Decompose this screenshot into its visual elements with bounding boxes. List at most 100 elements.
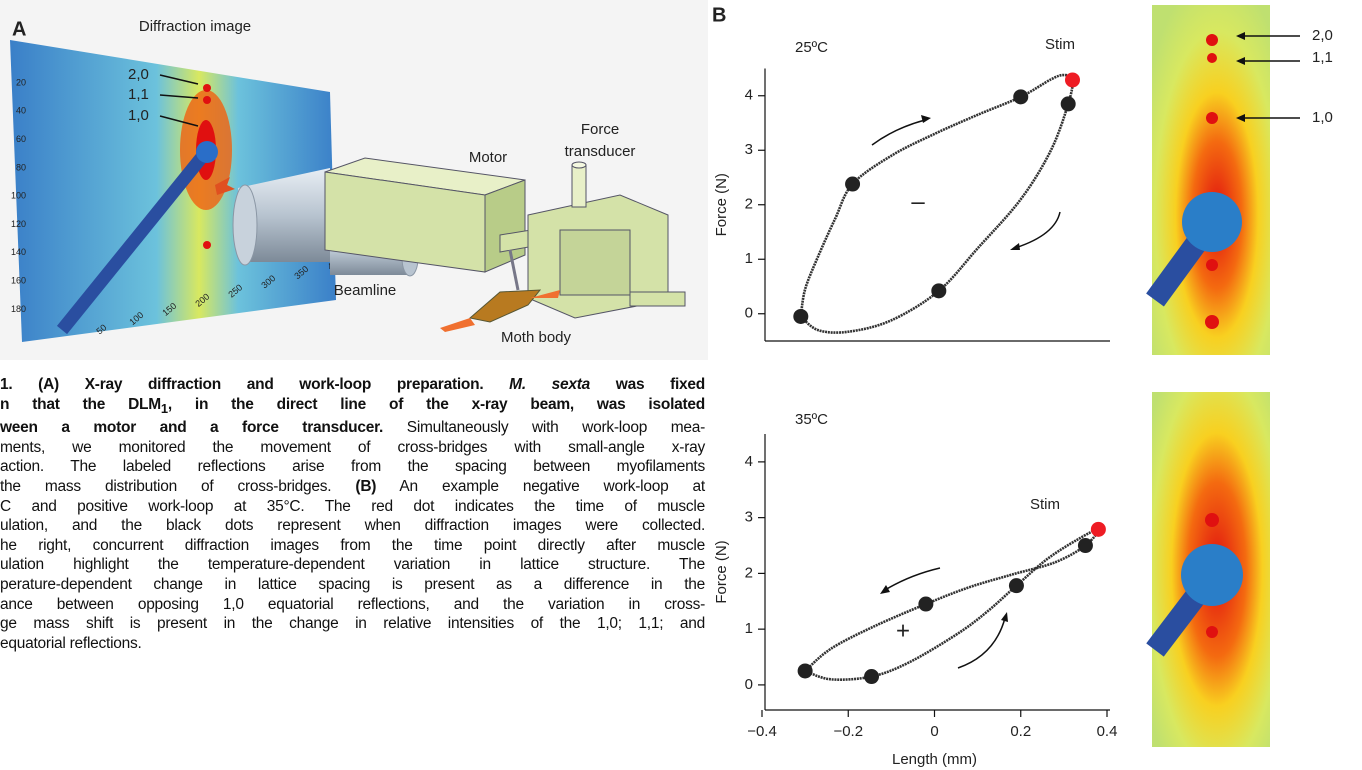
y-tick-label: 3: [745, 509, 753, 526]
x-axis-label: Length (mm): [892, 751, 977, 768]
part-label: transducer: [565, 143, 636, 160]
image-tick-label: 140: [11, 247, 26, 257]
caption-text: the mass distribution of cross-bridges.: [0, 478, 356, 496]
sample-point: [1060, 96, 1076, 112]
annotation: Stim: [1045, 36, 1075, 53]
chart-title: 35ºC: [795, 411, 828, 428]
beam-stop: [196, 141, 218, 163]
transducer-plate: [559, 229, 631, 296]
diffraction-image: [1152, 5, 1270, 355]
caption-text: he right, concurrent diffraction images …: [0, 536, 705, 554]
caption-text: perature-dependent change in lattice spa…: [0, 576, 705, 594]
sample-point: [793, 308, 809, 324]
caption-text: action. The labeled reflections arise fr…: [0, 458, 705, 476]
caption-text: ments, we monitored the movement of cros…: [0, 438, 705, 456]
direction-arrow: [884, 567, 1006, 669]
sample-point: [1077, 538, 1093, 554]
reflection-label: 2,0: [1312, 27, 1333, 44]
x-tick-label: −0.4: [747, 723, 777, 740]
image-tick-label: 100: [11, 191, 26, 201]
image-tick-label: 180: [11, 304, 26, 314]
y-axis-label: Force (N): [713, 173, 730, 236]
transducer: [571, 164, 587, 208]
chart-title: 25ºC: [795, 39, 828, 56]
caption-text: ulation highlight the temperature-depend…: [0, 556, 705, 574]
caption-text: An example negative work-loop at: [376, 478, 705, 496]
panel-label: A: [12, 18, 26, 40]
caption-text: 1: [160, 400, 168, 416]
x-tick-label: 0.4: [1097, 723, 1118, 740]
charts: 0 1 2 3 4 Force (N) 0 1 2 3 4 −0.4 −0.2 0 0.2 0.4 Force …: [713, 68, 1118, 768]
reflection-labels: 2,0 1,1 1,0: [128, 66, 199, 127]
y-tick-label: 4: [745, 87, 753, 104]
caption-text: , in the direct line of the x-ray beam, …: [167, 395, 706, 413]
y-tick-label: 2: [745, 196, 753, 213]
caption-line: 1. (A) X-ray diffraction and work-loop p…: [0, 375, 705, 395]
reflections: [1205, 34, 1219, 329]
caption-text: Simultaneously with work-loop mea-: [383, 419, 706, 437]
row-ticks: 20 40 60 80 100 120 140 160 180: [11, 77, 26, 313]
cylinder-end: [232, 184, 258, 266]
moth-arrow: [440, 290, 560, 332]
reflection-label: 1,0: [1312, 109, 1333, 126]
annotation: Stim: [1030, 496, 1060, 513]
arrow-icon: [215, 177, 235, 195]
arrow: [159, 74, 199, 127]
x-tick-label: 0.2: [1010, 723, 1031, 740]
reflection: [203, 241, 211, 249]
image-title: Diffraction image: [139, 18, 251, 35]
y-axis-label: Force (N): [713, 540, 730, 603]
reflections: [1205, 513, 1219, 638]
caption-line: equatorial reflections.: [0, 634, 705, 654]
reflection: [203, 96, 211, 104]
caption-line: he right, concurrent diffraction images …: [0, 536, 705, 556]
work-loop: [804, 528, 1100, 681]
part-label: Force: [581, 121, 619, 138]
caption-line: ulation, and the black dots represent wh…: [0, 516, 705, 536]
sample-point: [1008, 578, 1024, 594]
direction-arrow-head: [921, 115, 1020, 250]
caption-text: ween a motor and a force transducer.: [0, 419, 384, 437]
image-tick-label: 20: [16, 77, 26, 87]
sample-point: [931, 283, 947, 299]
x-tick-label: 0: [930, 723, 938, 740]
image-tick-label: 50: [94, 322, 108, 336]
annotation: +: [896, 617, 910, 644]
caption-text: ge mass shift is present in the change i…: [0, 615, 705, 633]
cylinder: [238, 168, 330, 262]
reflection-label: 1,1: [128, 86, 149, 103]
caption: 1. (A) X-ray diffraction and work-loop p…: [0, 375, 705, 653]
image-tick-label: 160: [11, 275, 26, 285]
caption-line: the mass distribution of cross-bridges. …: [0, 477, 705, 497]
image-tick-label: 60: [16, 134, 26, 144]
reflection-label: 1,1: [1312, 49, 1333, 66]
beam-stop: [1181, 544, 1243, 606]
beam-stop: [56, 147, 212, 335]
caption-text: was fixed: [590, 376, 706, 393]
part-label: Motor: [469, 149, 507, 166]
image-tick-label: 120: [11, 219, 26, 229]
reflection-label: 1,0: [128, 107, 149, 124]
caption-text: (B): [355, 478, 377, 496]
panel-label: B: [712, 4, 726, 26]
transducer: [571, 161, 587, 169]
sample-point: [1013, 89, 1029, 105]
caption-text: equatorial reflections.: [0, 634, 142, 652]
caption-line: n that the DLM1, in the direct line of t…: [0, 395, 705, 419]
part-label: Moth body: [501, 329, 572, 346]
annotation: –: [911, 188, 925, 215]
y-tick-label: 2: [745, 564, 753, 581]
sample-point: [1090, 521, 1106, 537]
reflection: [203, 84, 211, 92]
y-tick-label: 4: [745, 453, 753, 470]
sample-point: [845, 176, 861, 192]
sample-point: [1065, 72, 1080, 88]
y-tick-label: 3: [745, 141, 753, 158]
image-tick-label: 40: [16, 106, 26, 116]
caption-line: C and positive work-loop at 35°C. The re…: [0, 497, 705, 517]
beam-stop: [1182, 192, 1242, 252]
sample-point: [864, 669, 880, 685]
work-loop: [799, 73, 1074, 334]
caption-line: ments, we monitored the movement of cros…: [0, 438, 705, 458]
